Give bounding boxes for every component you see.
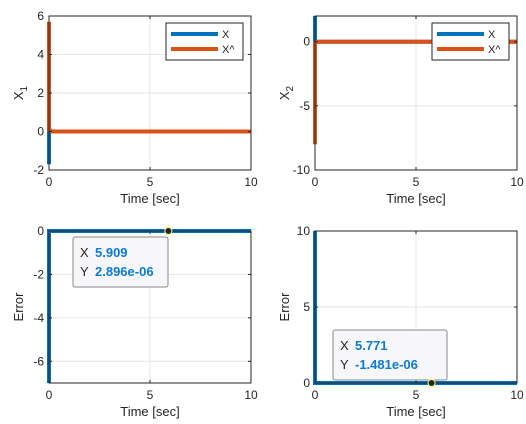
y-axis-label-main: Error [11, 292, 26, 322]
y-axis-label-subscript: 2 [285, 85, 296, 91]
y-tick-label: -2 [33, 163, 44, 177]
x-tick-label: 10 [510, 388, 524, 402]
x-tick-label: 0 [46, 175, 53, 189]
y-axis-label: X1 [11, 85, 30, 100]
datatip-x-label: X [340, 338, 349, 353]
x-tick-label: 0 [46, 388, 53, 402]
x-axis-label: Time [sec] [386, 404, 445, 419]
y-tick-label: 0 [303, 35, 310, 49]
y-tick-label: -2 [33, 267, 44, 281]
y-tick-label: 0 [37, 125, 44, 139]
legend-box [165, 22, 244, 61]
y-tick-label: 10 [297, 224, 311, 238]
y-tick-label: 0 [303, 376, 310, 390]
x-axis-label: Time [sec] [120, 404, 179, 419]
legend-label-2: X^ [488, 44, 501, 56]
datatip-y-value: 2.896e-06 [95, 264, 154, 279]
datatip-x-label: X [80, 245, 89, 260]
y-tick-label: -10 [293, 163, 311, 177]
x-tick-label: 10 [244, 388, 258, 402]
y-axis-label: X2 [277, 85, 296, 100]
x-tick-label: 0 [312, 388, 319, 402]
y-axis-label-subscript: 1 [19, 85, 30, 91]
x-tick-label: 0 [312, 175, 319, 189]
x-axis-label: Time [sec] [120, 191, 179, 206]
datatip-y-label: Y [80, 264, 89, 279]
legend: X X^ [165, 22, 244, 61]
y-axis-label-main: X [11, 91, 26, 100]
subplot-3: 0 5 10 -6 -4 -2 0 Time [sec] Error X 5.909 Y 2.896e-… [11, 224, 258, 419]
x-tick-label: 5 [147, 175, 154, 189]
legend-label-2: X^ [222, 44, 235, 56]
datatip-y-value: -1.481e-06 [355, 357, 418, 372]
y-tick-label: -4 [33, 311, 44, 325]
x-tick-label: 5 [413, 388, 420, 402]
y-tick-label: 4 [37, 48, 44, 62]
legend-label-1: X [222, 29, 230, 41]
x-tick-label: 10 [510, 175, 524, 189]
y-axis-label-main: X [277, 91, 292, 100]
datatip-box [332, 329, 448, 381]
x-tick-label: 10 [244, 175, 258, 189]
x-tick-label: 5 [413, 175, 420, 189]
x-axis-label: Time [sec] [386, 191, 445, 206]
x-tick-label: 5 [147, 388, 154, 402]
y-tick-label: 6 [37, 9, 44, 23]
legend: X X^ [431, 22, 510, 61]
legend-label-1: X [488, 29, 496, 41]
y-axis-label-main: Error [277, 292, 292, 322]
y-tick-label: 0 [37, 224, 44, 238]
datatip-marker[interactable] [164, 227, 173, 235]
datatip-box [72, 236, 169, 288]
datatip-x-value: 5.909 [95, 245, 128, 260]
y-tick-label: 5 [303, 300, 310, 314]
subplot-4: 0 5 10 0 5 10 Time [sec] Error X 5.771 Y -1.481e-06 [277, 224, 524, 419]
datatip-y-label: Y [340, 357, 349, 372]
y-tick-label: -6 [33, 354, 44, 368]
y-axis-label: Error [277, 292, 292, 322]
legend-box [431, 22, 510, 61]
y-axis-label: Error [11, 292, 26, 322]
datatip[interactable]: X 5.909 Y 2.896e-06 [72, 227, 173, 288]
y-tick-label: -5 [299, 99, 310, 113]
datatip-marker[interactable] [427, 379, 436, 387]
y-tick-label: 2 [37, 86, 44, 100]
datatip-x-value: 5.771 [355, 338, 388, 353]
datatip[interactable]: X 5.771 Y -1.481e-06 [332, 329, 448, 387]
